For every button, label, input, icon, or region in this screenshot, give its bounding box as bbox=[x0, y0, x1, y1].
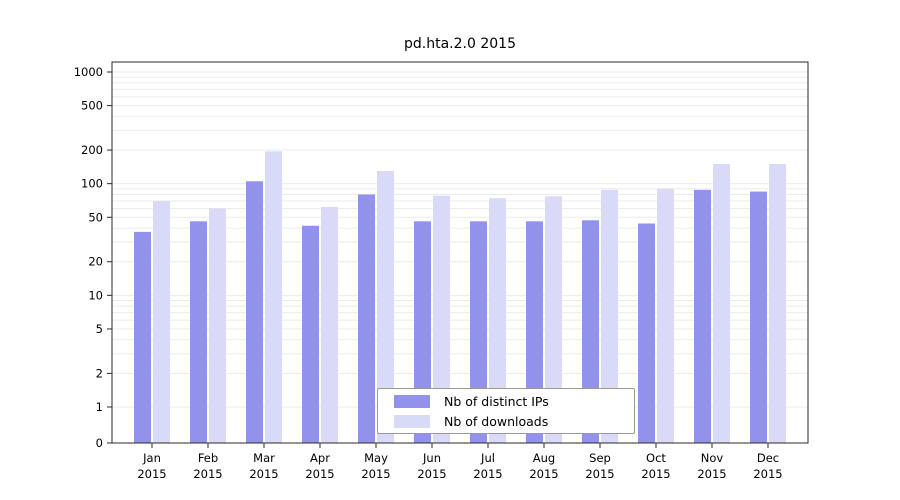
chart-title: pd.hta.2.0 2015 bbox=[404, 36, 516, 52]
bar-downloads-may bbox=[377, 170, 394, 443]
bar-distinct-ips-apr bbox=[302, 225, 319, 443]
bar-downloads-jan bbox=[153, 200, 170, 443]
bar-downloads-jun bbox=[433, 195, 450, 443]
svg-text:500: 500 bbox=[81, 99, 103, 113]
svg-text:1: 1 bbox=[96, 400, 103, 414]
bars bbox=[134, 151, 786, 443]
legend-row-downloads: Nb of downloads bbox=[394, 414, 634, 429]
bar-distinct-ips-jun bbox=[414, 221, 431, 443]
bar-downloads-apr bbox=[321, 206, 338, 443]
y-axis: 0 1 2 5 10 20 50 100 200 500 1000 bbox=[74, 65, 112, 450]
bar-downloads-dec bbox=[769, 164, 786, 443]
bar-distinct-ips-feb bbox=[190, 221, 207, 443]
bar-distinct-ips-dec bbox=[750, 191, 767, 443]
bar-distinct-ips-sep bbox=[582, 220, 599, 443]
legend: Nb of distinct IPs Nb of downloads bbox=[377, 388, 635, 434]
bar-distinct-ips-jul bbox=[470, 221, 487, 443]
svg-text:50: 50 bbox=[88, 210, 103, 224]
bar-downloads-feb bbox=[209, 208, 226, 443]
svg-text:2: 2 bbox=[96, 366, 103, 380]
svg-text:10: 10 bbox=[88, 288, 103, 302]
svg-text:20: 20 bbox=[88, 255, 103, 269]
bar-distinct-ips-aug bbox=[526, 221, 543, 443]
plot-frame bbox=[111, 61, 809, 444]
legend-label-downloads: Nb of downloads bbox=[444, 413, 549, 429]
bar-distinct-ips-nov bbox=[694, 189, 711, 443]
svg-text:1000: 1000 bbox=[74, 65, 103, 79]
svg-text:200: 200 bbox=[81, 143, 103, 157]
bar-downloads-aug bbox=[545, 196, 562, 443]
svg-text:100: 100 bbox=[81, 177, 103, 191]
bar-downloads-jul bbox=[489, 198, 506, 443]
bar-distinct-ips-oct bbox=[638, 223, 655, 443]
x-axis: Jan 2015 Feb 2015 Mar 2015 Apr 2015 May 2015 Jun 20… bbox=[137, 443, 783, 481]
gridlines bbox=[112, 71, 808, 408]
bar-distinct-ips-may bbox=[358, 194, 375, 443]
bar-distinct-ips-mar bbox=[246, 181, 263, 443]
legend-label-distinct-ips: Nb of distinct IPs bbox=[444, 393, 549, 409]
legend-swatch-downloads bbox=[394, 414, 430, 428]
bar-downloads-sep bbox=[601, 189, 618, 443]
svg-text:0: 0 bbox=[96, 436, 103, 450]
legend-swatch-distinct-ips bbox=[394, 394, 430, 408]
svg-text:5: 5 bbox=[96, 322, 103, 336]
bar-distinct-ips-jan bbox=[134, 231, 151, 443]
bar-downloads-oct bbox=[657, 188, 674, 443]
legend-row-distinct-ips: Nb of distinct IPs bbox=[394, 394, 634, 409]
bar-downloads-nov bbox=[713, 164, 730, 443]
bar-downloads-mar bbox=[265, 151, 282, 443]
